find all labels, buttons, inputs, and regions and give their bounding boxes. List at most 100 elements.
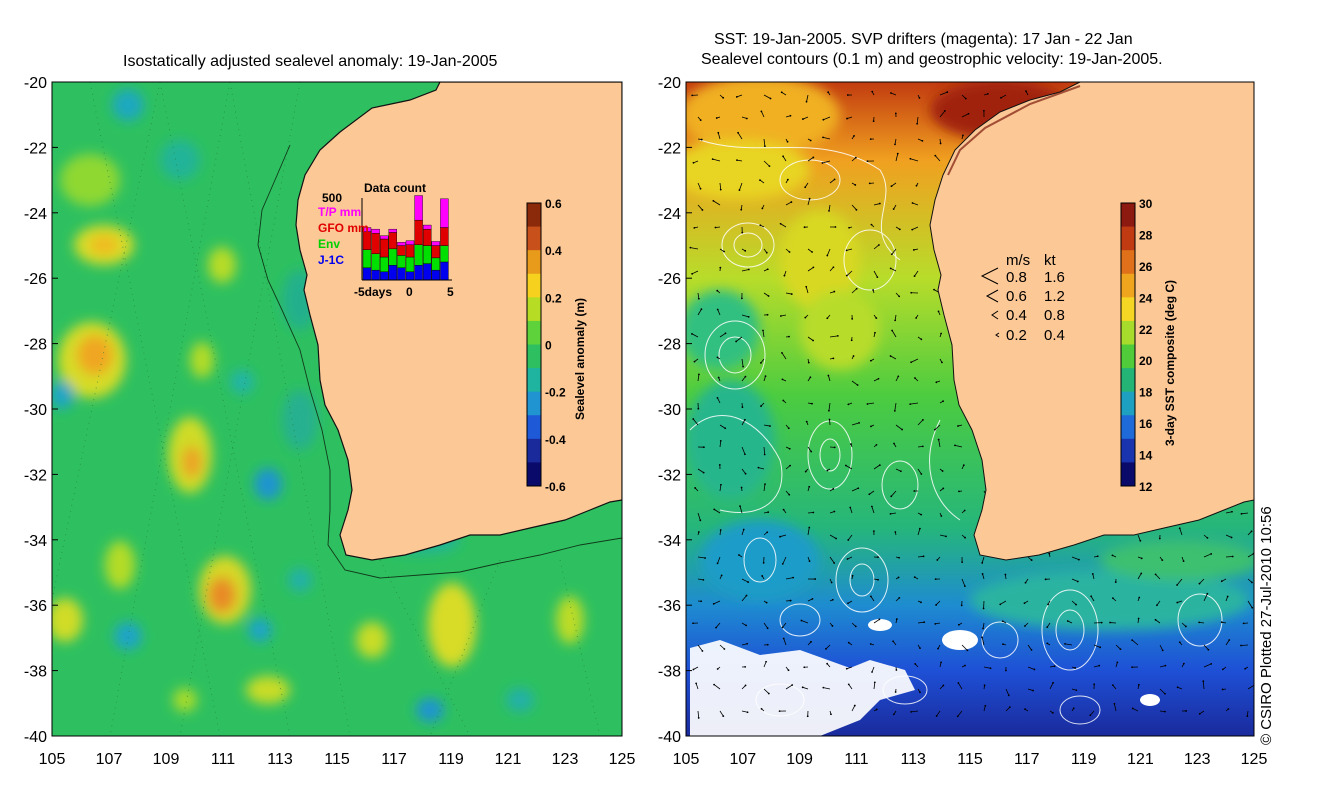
left-lon-label: 119 xyxy=(438,751,464,768)
velocity-arrow-head xyxy=(956,715,959,718)
velocity-arrow xyxy=(911,710,919,713)
velocity-arrow-head xyxy=(911,228,914,231)
velocity-arrow-head xyxy=(760,405,762,407)
inset-bar-segment-jc xyxy=(362,267,372,281)
velocity-arrow-head xyxy=(761,575,764,577)
velocity-arrow-head xyxy=(935,604,937,606)
velocity-arrow-head xyxy=(921,445,924,448)
velocity-arrow xyxy=(916,116,919,124)
velocity-arrow-head xyxy=(747,315,750,318)
colorbar-tick-label: -0.6 xyxy=(545,480,566,494)
velocity-arrow-head xyxy=(918,97,921,99)
velocity-arrow-head xyxy=(744,472,747,475)
velocity-arrow-head xyxy=(1072,707,1075,710)
right-lon-label: 119 xyxy=(1071,751,1097,768)
right-lat-label: -24 xyxy=(658,206,681,223)
velocity-arrow xyxy=(807,267,814,272)
velocity-arrow-head xyxy=(722,715,725,717)
velocity-arrow-head xyxy=(913,490,916,492)
colorbar-swatch xyxy=(527,368,541,393)
inset-bar-segment-jc xyxy=(423,263,432,281)
velocity-arrow xyxy=(1176,578,1183,586)
velocity-arrow-head xyxy=(1032,689,1034,692)
velocity-arrow-head xyxy=(872,120,875,123)
velocity-arrow-head xyxy=(1005,669,1007,672)
velocity-arrow-head xyxy=(766,531,769,534)
velocity-arrow xyxy=(691,333,699,338)
velocity-arrow xyxy=(890,92,897,96)
velocity-arrow-head xyxy=(920,473,923,475)
velocity-arrow-head xyxy=(1154,618,1157,621)
velocity-arrow xyxy=(917,621,925,624)
inset-bar-segment-gfo xyxy=(388,232,397,250)
velocity-arrow xyxy=(719,484,722,492)
velocity-arrow-head xyxy=(889,267,892,270)
velocity-arrow xyxy=(828,204,831,211)
velocity-arrow xyxy=(873,244,880,250)
velocity-arrow xyxy=(1027,644,1032,651)
velocity-arrow-head xyxy=(871,671,873,673)
velocity-arrow xyxy=(873,619,880,624)
velocity-arrow-head xyxy=(921,139,924,142)
velocity-arrow-head xyxy=(766,268,769,271)
velocity-arrow-head xyxy=(981,562,984,564)
velocity-arrow-head xyxy=(919,647,921,650)
velocity-arrow-head xyxy=(787,427,790,430)
velocity-arrow xyxy=(829,179,835,184)
velocity-arrow-head xyxy=(890,495,893,498)
velocity-arrow xyxy=(957,710,963,717)
left-lat-label: -28 xyxy=(24,337,47,354)
velocity-arrow xyxy=(936,710,941,717)
velocity-arrow xyxy=(873,682,876,690)
inset-bar-segment-gfo xyxy=(405,244,415,258)
colorbar-swatch xyxy=(527,320,541,345)
velocity-arrow-head xyxy=(845,667,848,670)
velocity-arrow-head xyxy=(913,275,916,277)
velocity-legend-arrow-3 xyxy=(995,332,1000,338)
velocity-arrow-head xyxy=(832,266,835,269)
velocity-arrow xyxy=(961,113,969,118)
velocity-arrow xyxy=(715,622,721,628)
velocity-arrow-head xyxy=(691,272,694,275)
velocity-arrow-head xyxy=(893,442,895,445)
velocity-arrow-head xyxy=(935,715,938,717)
velocity-arrow-head xyxy=(937,647,939,650)
velocity-arrow xyxy=(914,270,919,277)
velocity-arrow-head xyxy=(946,91,949,93)
velocity-arrow-head xyxy=(1119,648,1122,651)
velocity-arrow xyxy=(712,158,721,162)
velocity-arrow-head xyxy=(769,97,772,100)
velocity-arrow-head xyxy=(910,291,913,294)
velocity-arrow-head xyxy=(1007,694,1010,697)
velocity-arrow-head xyxy=(834,226,837,228)
velocity-arrow-head xyxy=(858,421,860,424)
velocity-arrow-head xyxy=(808,560,811,563)
velocity-arrow xyxy=(1071,578,1078,582)
velocity-arrow xyxy=(763,484,766,492)
velocity-arrow-head xyxy=(1109,621,1111,624)
velocity-arrow-head xyxy=(1024,581,1027,584)
velocity-arrow xyxy=(741,710,748,713)
colorbar-tick-label: 22 xyxy=(1139,323,1153,337)
velocity-arrow xyxy=(1131,639,1139,646)
velocity-arrow-head xyxy=(889,512,892,515)
velocity-arrow-head xyxy=(767,692,770,695)
velocity-arrow-head xyxy=(847,602,849,605)
velocity-arrow-head xyxy=(964,536,966,539)
colorbar-swatch xyxy=(1121,462,1135,487)
velocity-arrow xyxy=(741,595,747,602)
velocity-arrow-head xyxy=(1131,639,1134,642)
velocity-arrow-head xyxy=(821,162,824,164)
velocity-arrow-head xyxy=(846,558,849,560)
velocity-arrow-head xyxy=(766,627,769,630)
velocity-arrow-head xyxy=(878,202,881,205)
velocity-arrow xyxy=(1203,593,1208,602)
velocity-arrow-head xyxy=(802,118,804,120)
velocity-arrow-head xyxy=(1090,595,1093,598)
velocity-arrow xyxy=(983,666,991,669)
velocity-arrow xyxy=(894,402,897,411)
velocity-arrow-head xyxy=(897,375,900,378)
velocity-arrow-head xyxy=(935,381,938,384)
velocity-arrow-head xyxy=(1185,710,1187,712)
velocity-arrow-head xyxy=(847,403,850,406)
